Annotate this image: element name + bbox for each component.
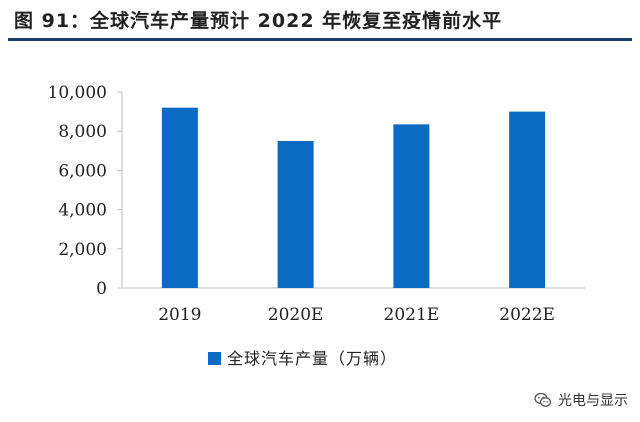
y-axis: 0 2,000 4,000 6,000 8,000 10,000 xyxy=(48,83,123,299)
y-tick-label: 0 xyxy=(96,279,107,299)
bar-2020E xyxy=(277,141,314,288)
watermark-text: 光电与显示 xyxy=(558,393,628,409)
x-tick-label: 2022E xyxy=(499,305,555,325)
legend-label: 全球汽车产量（万辆） xyxy=(227,349,397,368)
x-tick-label: 2019 xyxy=(158,305,201,325)
legend-swatch xyxy=(208,352,221,365)
y-tick-label: 6,000 xyxy=(58,161,107,181)
legend: 全球汽车产量（万辆） xyxy=(208,349,397,368)
y-tick-label: 2,000 xyxy=(58,240,107,260)
watermark: 光电与显示 xyxy=(534,390,628,410)
figure-title: 图 91：全球汽车产量预计 2022 年恢复至疫情前水平 xyxy=(14,10,503,32)
y-tick-label: 8,000 xyxy=(58,122,107,142)
bar-2019 xyxy=(161,107,198,289)
x-tick-label: 2021E xyxy=(384,305,440,325)
x-axis: 2019 2020E 2021E 2022E xyxy=(122,287,585,325)
wechat-icon xyxy=(534,392,552,407)
bars xyxy=(161,107,546,289)
y-tick-label: 10,000 xyxy=(48,83,107,103)
x-tick-label: 2020E xyxy=(268,305,324,325)
y-tick-label: 4,000 xyxy=(58,201,107,221)
bar-2021E xyxy=(393,124,430,288)
title-underline xyxy=(8,38,632,41)
bar-2022E xyxy=(509,111,546,288)
